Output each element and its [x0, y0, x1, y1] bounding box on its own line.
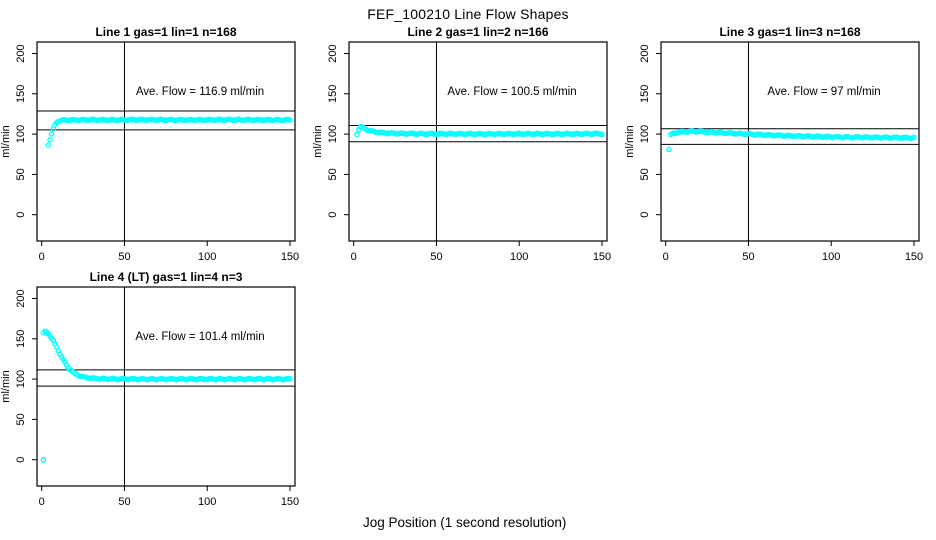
data-point	[48, 131, 55, 137]
y-tick-label: 50	[15, 413, 27, 425]
y-tick-label: 0	[15, 212, 27, 218]
y-axis-title: ml/min	[312, 125, 324, 157]
x-tick-label: 0	[351, 251, 357, 263]
panel-plot-line-4: 0 50 100 150 0 50 100 150 200 ml/min Ave. Flow = 1…	[0, 286, 299, 508]
x-axis-label: Jog Position (1 second resolution)	[363, 515, 567, 530]
x-tick-label: 50	[118, 496, 130, 508]
x-tick-label: 0	[39, 251, 45, 263]
x-tick-label: 50	[742, 251, 754, 263]
panel-plot-line-3: 0 50 100 150 0 50 100 150 200 ml/min Ave. Flow = 9…	[624, 41, 923, 263]
data-point	[47, 137, 53, 143]
y-tick-label: 100	[15, 125, 27, 143]
y-tick-label: 200	[15, 289, 27, 307]
y-tick-label: 0	[327, 212, 339, 218]
data-point	[911, 134, 917, 141]
plot-box	[348, 41, 608, 242]
y-tick-label: 50	[15, 168, 27, 180]
plot-box	[36, 41, 296, 242]
panel-title-line-2: Line 2 gas=1 lin=2 n=166	[407, 25, 549, 39]
y-tick-label: 150	[15, 330, 27, 348]
y-tick-label: 200	[15, 44, 27, 62]
data-point	[287, 117, 293, 123]
x-tick-label: 0	[39, 496, 45, 508]
plot-box	[660, 41, 920, 242]
data-points	[354, 124, 605, 138]
x-tick-label: 50	[118, 251, 130, 263]
plot-box	[36, 286, 296, 487]
y-tick-label: 100	[15, 370, 27, 388]
annotation-ave-flow: Ave. Flow = 101.4 ml/min	[135, 331, 264, 343]
x-tick-label: 100	[198, 496, 216, 508]
y-tick-label: 200	[639, 44, 651, 62]
data-point	[666, 146, 672, 153]
y-tick-label: 150	[639, 85, 651, 103]
x-tick-label: 150	[281, 496, 299, 508]
x-tick-label: 150	[593, 251, 611, 263]
y-tick-label: 50	[327, 168, 339, 180]
x-tick-label: 100	[198, 251, 216, 263]
y-tick-label: 100	[639, 125, 651, 143]
data-point	[287, 376, 293, 382]
x-tick-label: 100	[510, 251, 528, 263]
main-title: FEF_100210 Line Flow Shapes	[367, 6, 569, 22]
x-tick-label: 100	[822, 251, 840, 263]
x-tick-label: 50	[430, 251, 442, 263]
x-tick-label: 150	[905, 251, 923, 263]
annotation-ave-flow: Ave. Flow = 100.5 ml/min	[447, 86, 576, 98]
data-point	[354, 131, 360, 138]
panel-title-line-1: Line 1 gas=1 lin=1 n=168	[95, 25, 237, 39]
y-tick-label: 150	[327, 85, 339, 103]
x-tick-label: 0	[663, 251, 669, 263]
y-tick-label: 200	[327, 44, 339, 62]
annotation-ave-flow: Ave. Flow = 116.9 ml/min	[136, 86, 264, 98]
y-tick-label: 100	[327, 125, 339, 143]
panel-title-line-3: Line 3 gas=1 lin=3 n=168	[719, 25, 861, 39]
panel-plot-line-2: 0 50 100 150 0 50 100 150 200 ml/min Ave. Flow = 1…	[312, 41, 611, 263]
data-point	[599, 131, 605, 137]
data-point	[40, 456, 47, 463]
y-tick-label: 0	[639, 212, 651, 218]
panel-plot-line-1: 0 50 100 150 0 50 100 150 200 ml/min Ave. Flow = 1…	[0, 41, 299, 263]
panel-title-line-4: Line 4 (LT) gas=1 lin=4 n=3	[89, 270, 243, 284]
data-points	[666, 128, 917, 153]
annotation-ave-flow: Ave. Flow = 97 ml/min	[767, 86, 880, 98]
y-tick-label: 0	[15, 457, 27, 463]
y-tick-label: 150	[15, 85, 27, 103]
y-axis-title: ml/min	[624, 125, 636, 157]
y-axis-title: ml/min	[0, 370, 12, 402]
data-points	[40, 328, 293, 463]
data-points	[45, 116, 293, 148]
x-tick-label: 150	[281, 251, 299, 263]
y-tick-label: 50	[639, 168, 651, 180]
data-point	[45, 142, 52, 148]
y-axis-title: ml/min	[0, 125, 12, 157]
